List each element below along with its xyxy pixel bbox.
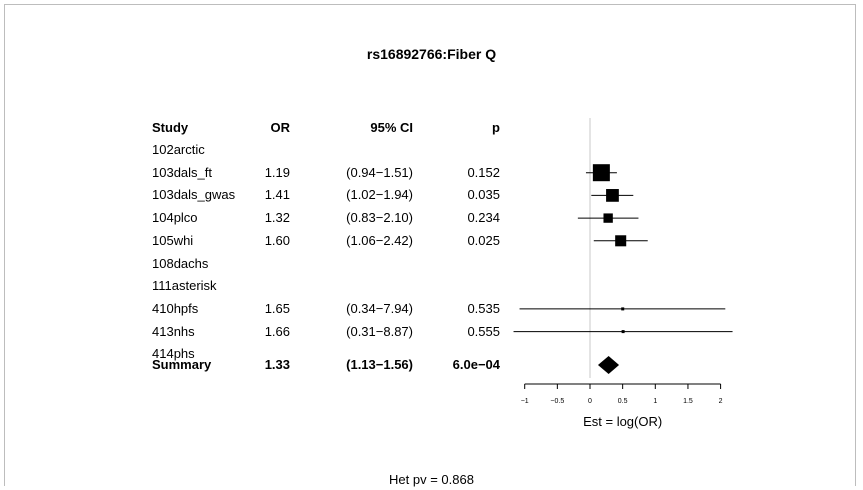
x-tick-label: 0 [588, 398, 592, 405]
estimate-square [592, 164, 610, 182]
confidence-interval: (1.06−2.42) [346, 232, 413, 248]
header-p: p [492, 120, 500, 135]
study-name: 105whi [152, 232, 194, 248]
plot-frame [4, 4, 856, 486]
estimate-square [603, 213, 613, 223]
study-name: 103dals_ft [152, 164, 212, 180]
x-tick-label: −1 [521, 398, 529, 405]
odds-ratio: 1.65 [264, 300, 290, 316]
p-value: 0.535 [467, 300, 500, 316]
odds-ratio: 1.60 [264, 232, 290, 248]
header-or: OR [270, 120, 291, 135]
odds-ratio: 1.66 [264, 323, 290, 339]
study-name: 103dals_gwas [152, 187, 236, 203]
chart-title: rs16892766:Fiber Q [366, 46, 497, 62]
odds-ratio: 1.32 [264, 210, 290, 226]
study-name: 111asterisk [152, 278, 217, 294]
study-name: Summary [152, 357, 212, 372]
x-tick-label: 0.5 [618, 398, 628, 405]
study-name: 414phs [152, 346, 195, 362]
p-value: 6.0e−04 [452, 357, 500, 372]
confidence-interval: (1.02−1.94) [346, 187, 413, 203]
summary-diamond [597, 356, 620, 374]
estimate-square [606, 189, 619, 202]
confidence-interval: (1.13−1.56) [346, 357, 413, 372]
odds-ratio: 1.33 [264, 357, 290, 372]
odds-ratio: 1.41 [264, 187, 290, 203]
confidence-interval: (0.31−8.87) [346, 323, 413, 339]
estimate-square [621, 330, 625, 334]
confidence-interval: (0.94−1.51) [346, 164, 413, 180]
header-ci: 95% CI [370, 120, 413, 135]
estimate-square [615, 235, 627, 247]
p-value: 0.025 [467, 232, 500, 248]
p-value: 0.555 [467, 323, 500, 339]
header-study: Study [152, 120, 189, 135]
p-value: 0.234 [467, 210, 500, 226]
x-tick-label: 1.5 [683, 398, 693, 405]
study-name: 413nhs [152, 323, 195, 339]
x-tick-label: −0.5 [550, 398, 564, 405]
study-name: 108dachs [152, 255, 209, 271]
x-axis-label: Est = log(OR) [583, 414, 662, 429]
study-name: 102arctic [152, 142, 205, 157]
p-value: 0.152 [467, 164, 500, 180]
het-pvalue: Het pv = 0.868 [389, 472, 474, 487]
x-tick-label: 1 [653, 398, 657, 405]
odds-ratio: 1.19 [264, 164, 290, 180]
x-tick-label: 2 [719, 398, 723, 405]
study-name: 104plco [152, 210, 198, 226]
confidence-interval: (0.83−2.10) [346, 210, 413, 226]
p-value: 0.035 [467, 187, 500, 203]
estimate-square [621, 307, 625, 311]
confidence-interval: (0.34−7.94) [346, 300, 413, 316]
study-name: 410hpfs [152, 300, 199, 316]
